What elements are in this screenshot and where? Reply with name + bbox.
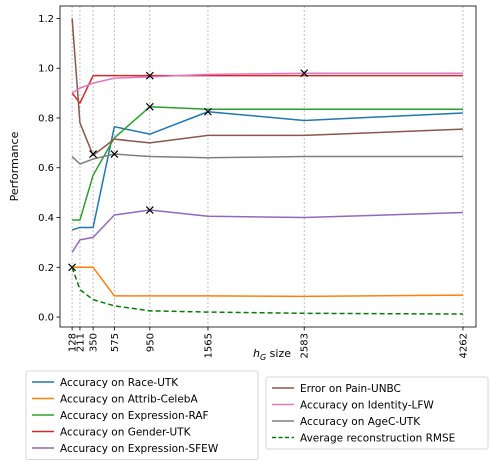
legend-label: Accuracy on AgeC-UTK: [300, 416, 421, 428]
x-marker: [204, 107, 212, 116]
x-marker: [68, 263, 77, 272]
legend-label: Error on Pain-UNBC: [300, 383, 401, 395]
legend-left-box: [25, 370, 259, 460]
x-axis-title: hG size: [253, 347, 291, 362]
x-tick-label: 4262: [458, 333, 469, 358]
x-marker: [89, 150, 98, 158]
x-tick-label: 2583: [300, 333, 311, 358]
grid-layer: [71, 6, 464, 327]
x-axis-title-subscript: G: [260, 353, 266, 362]
x-marker: [110, 150, 119, 158]
legend-label: Average reconstruction RMSE: [300, 432, 455, 444]
x-tick-label: 211: [75, 333, 86, 352]
series-line-pain-unbc: [71, 18, 463, 157]
y-axis-title: Performance: [8, 131, 21, 201]
series-line-attrib-celeba: [72, 266, 463, 298]
x-axis-title-h: h: [253, 347, 260, 360]
legend-label: Accuracy on Expression-RAF: [60, 410, 209, 422]
legend-left: Accuracy on Race-UTK Accuracy on Attrib-C…: [25, 370, 259, 460]
x-marker: [300, 69, 309, 78]
legend-label: Accuracy on Gender-UTK: [60, 426, 192, 438]
x-marker: [145, 71, 154, 80]
series-line-expression-raf: [72, 106, 463, 221]
y-tick-label: 0.8: [38, 113, 54, 124]
legend-label: Accuracy on Identity-LFW: [300, 399, 434, 411]
x-tick-label: 575: [110, 333, 121, 352]
series-line-gender-utk: [71, 74, 463, 104]
y-tick-label: 0.6: [38, 163, 54, 174]
x-marker: [145, 206, 154, 214]
y-axis: 0.0 0.2 0.4 0.6 0.8 1.0 1.2: [38, 14, 60, 324]
y-tick-label: 0.4: [38, 213, 54, 224]
x-marker: [145, 102, 154, 111]
legend-right: Error on Pain-UNBC Accuracy on Identity-L…: [265, 376, 489, 450]
x-tick-label: 350: [89, 333, 100, 352]
plot-frame: [59, 5, 477, 328]
y-tick-label: 0.0: [38, 313, 54, 324]
x-tick-label: 1565: [203, 333, 214, 358]
x-tick-label: 128: [68, 333, 79, 352]
series-layer: [71, 18, 463, 315]
legend-label: Accuracy on Race-UTK: [60, 377, 179, 389]
series-line-race-utk: [71, 111, 463, 231]
series-line-rmse: [71, 267, 463, 315]
x-axis-title-suffix: size: [266, 347, 291, 360]
legend-right-box: [265, 376, 489, 450]
marker-layer: [68, 69, 309, 272]
y-tick-label: 1.2: [38, 14, 54, 25]
x-tick-label: 950: [145, 333, 156, 352]
y-tick-label: 0.2: [38, 263, 54, 274]
legend-label: Accuracy on Expression-SFEW: [60, 443, 219, 455]
series-line-identity-lfw: [71, 72, 463, 94]
series-line-agec-utk: [71, 153, 463, 165]
series-line-expression-sfew: [71, 209, 463, 253]
legend-label: Accuracy on Attrib-CelebA: [60, 393, 198, 405]
y-tick-label: 1.0: [38, 64, 54, 75]
